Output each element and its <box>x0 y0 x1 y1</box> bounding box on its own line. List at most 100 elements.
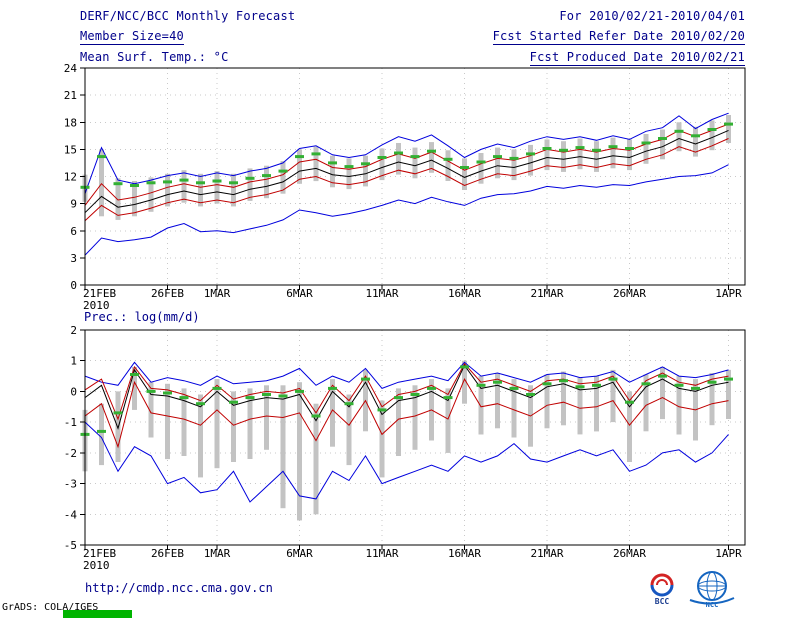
svg-text:NCC: NCC <box>706 601 719 608</box>
spread-bar <box>132 366 137 410</box>
y-tick-label: -1 <box>64 416 77 429</box>
y-axis: -5 -4 -3 -2 -1 0 1 2 <box>64 324 85 552</box>
spread-bar <box>462 158 467 190</box>
spread-bar <box>610 137 616 169</box>
spread-bar <box>148 177 154 212</box>
spread-bar <box>99 403 104 466</box>
spread-bar <box>313 146 319 182</box>
spread-bar <box>280 161 286 194</box>
bcc-logo-icon: BCC <box>644 572 680 606</box>
spread-bar <box>577 138 583 170</box>
y-tick-label: 9 <box>70 198 77 211</box>
frame <box>84 329 746 546</box>
spread-bar <box>478 376 484 435</box>
timestamp-block <box>63 610 132 618</box>
spread-bar <box>379 148 385 181</box>
x-tick-label: 16MAR <box>448 547 481 560</box>
spread-bar <box>247 168 253 201</box>
spread-bar <box>346 158 352 190</box>
spread-bar <box>198 394 203 478</box>
spread-bar <box>396 388 401 456</box>
series-lower-red <box>84 377 729 449</box>
precip-panel-title: Prec.: log(mm/d) <box>84 310 200 324</box>
spread-bar <box>445 388 451 453</box>
spread-bar <box>148 382 154 438</box>
spread-bar <box>198 173 203 207</box>
spread-bar <box>660 366 665 420</box>
spread-bar <box>181 388 187 456</box>
spread-bar <box>313 403 319 515</box>
spread-bar <box>660 129 665 160</box>
spread-bar <box>544 139 550 171</box>
x-year-label: 2010 <box>83 299 110 312</box>
fcst-started-label: Fcst Started Refer Date 2010/02/20 <box>492 29 745 45</box>
spread-bar <box>511 149 517 181</box>
series-lower-red <box>84 138 729 222</box>
spread-bar <box>511 379 517 438</box>
y-tick-label: -4 <box>64 508 78 521</box>
spread-bar <box>676 122 682 152</box>
series-lower-blue <box>84 164 729 256</box>
forecast-range-label: For 2010/02/21-2010/04/01 <box>559 9 745 23</box>
spread-bar <box>379 400 385 478</box>
spread-bar <box>280 385 286 509</box>
spread-bar <box>709 373 715 426</box>
series-upper-blue <box>84 112 729 194</box>
grid <box>85 68 745 285</box>
spread-bar <box>561 141 566 172</box>
x-tick-label: 21MAR <box>530 547 563 560</box>
spread-bar <box>445 150 451 181</box>
y-tick-label: 18 <box>64 116 77 129</box>
temp-panel-title: Mean Surf. Temp.: °C <box>80 50 229 64</box>
spread-bar <box>643 374 649 432</box>
y-tick-label: 2 <box>70 324 77 337</box>
spread-bar <box>726 115 731 143</box>
spread-bar <box>462 360 467 404</box>
spread-bar <box>231 173 236 207</box>
x-axis: 21FEB 26FEB 1MAR 6MAR 11MAR 16MAR 21MAR 26MAR 1A… <box>83 545 742 572</box>
ncc-cma-logo-icon: NCC <box>684 570 740 608</box>
spread-bar <box>577 377 583 435</box>
x-tick-label: 21MAR <box>530 287 563 300</box>
x-tick-label: 26MAR <box>613 547 646 560</box>
spread-bar <box>297 149 302 184</box>
series-middle-black <box>84 129 729 214</box>
spread-bar <box>346 394 352 466</box>
x-tick-label: 1MAR <box>204 547 231 560</box>
member-size-label: Member Size=40 <box>80 29 184 45</box>
x-tick-label: 6MAR <box>286 547 313 560</box>
markers-green-dash-marker <box>80 365 733 436</box>
spread-bar <box>247 388 253 459</box>
x-tick-label: 6MAR <box>286 287 313 300</box>
spread-bar <box>495 147 500 179</box>
spread-bar <box>231 391 236 462</box>
y-tick-label: 12 <box>64 171 77 184</box>
spread-bar <box>561 371 566 426</box>
spread-bar <box>264 385 269 450</box>
precipitation-chart: -5 -4 -3 -2 -1 0 1 2 21FEB 26FEB 1MAR 6MAR 11MAR 16MA… <box>64 324 746 572</box>
x-year-label: 2010 <box>83 559 110 572</box>
page-title: DERF/NCC/BCC Monthly Forecast <box>80 9 296 23</box>
spread-bar <box>544 374 550 429</box>
y-tick-label: 3 <box>70 252 77 265</box>
spread-bars <box>82 115 731 220</box>
spread-bar <box>478 153 484 184</box>
y-tick-label: 6 <box>70 225 77 238</box>
x-axis: 21FEB 26FEB 1MAR 6MAR 11MAR 16MAR 21MAR 26MAR 1A… <box>83 285 742 312</box>
source-url: http://cmdp.ncc.cma.gov.cn <box>85 581 273 595</box>
series-upper-red <box>84 362 729 421</box>
spread-bar <box>214 171 220 204</box>
spread-bar <box>429 142 434 173</box>
y-tick-label: 1 <box>70 355 77 368</box>
spread-bar <box>643 134 649 164</box>
spread-bar <box>297 382 302 521</box>
x-tick-label: 16MAR <box>448 287 481 300</box>
y-tick-label: 21 <box>64 89 77 102</box>
spread-bar <box>181 170 187 203</box>
spread-bar <box>165 383 170 460</box>
spread-bar <box>396 143 401 175</box>
x-tick-label: 21FEB <box>83 547 116 560</box>
y-tick-label: 0 <box>70 385 77 398</box>
x-tick-label: 26FEB <box>151 287 184 300</box>
x-tick-label: 1APR <box>715 547 742 560</box>
